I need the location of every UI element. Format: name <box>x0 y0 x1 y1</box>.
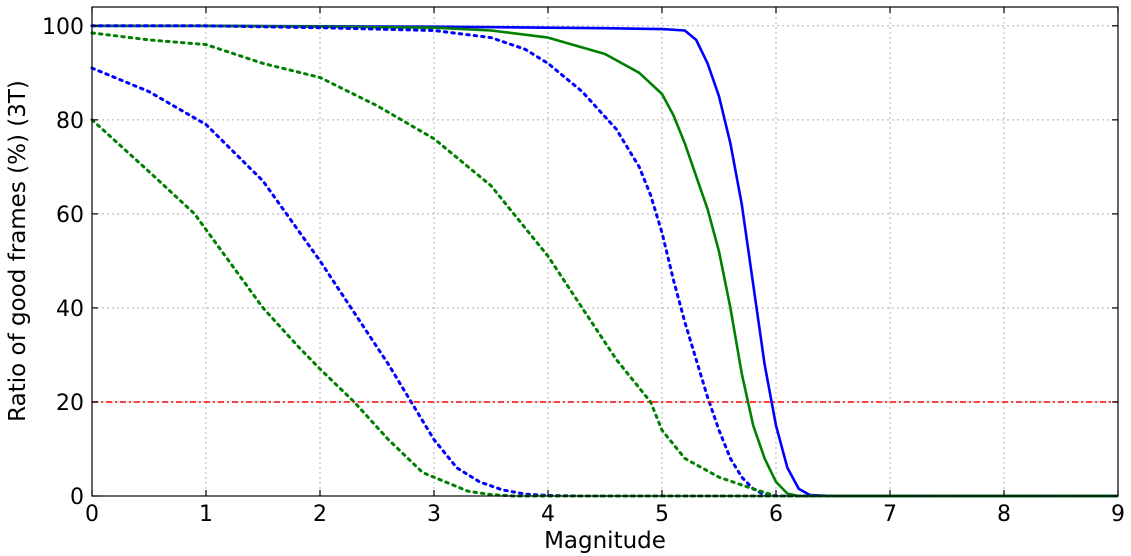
x-tick-label: 5 <box>655 502 669 527</box>
series-line-1 <box>92 24 1118 498</box>
y-tick-label: 100 <box>42 15 84 40</box>
series-layer <box>90 24 1120 498</box>
y-tick-labels: 0 20 40 60 80 100 <box>42 15 84 510</box>
series-line-0 <box>92 24 1118 498</box>
plot-frame <box>91 6 1119 497</box>
x-tick-label: 7 <box>883 502 897 527</box>
series-line-5 <box>90 118 1120 498</box>
x-tick-label: 6 <box>769 502 783 527</box>
x-tick-label: 3 <box>427 502 441 527</box>
x-tick-label: 1 <box>199 502 213 527</box>
x-tick-label: 8 <box>997 502 1011 527</box>
series-line-2 <box>90 24 1120 498</box>
x-tick-label: 4 <box>541 502 555 527</box>
x-axis-label: Magnitude <box>544 528 666 554</box>
grid <box>91 7 1119 497</box>
y-tick-label: 60 <box>56 203 84 228</box>
x-tick-labels: 0 1 2 3 4 5 6 7 8 9 <box>85 502 1125 527</box>
y-tick-label: 20 <box>56 391 84 416</box>
x-tick-label: 2 <box>313 502 327 527</box>
y-tick-label: 40 <box>56 297 84 322</box>
x-tick-label: 0 <box>85 502 99 527</box>
y-tick-label: 80 <box>56 109 84 134</box>
series-line-3 <box>90 31 1120 498</box>
y-axis-label: Ratio of good frames (%) (3T) <box>5 80 31 422</box>
x-tick-label: 9 <box>1111 502 1125 527</box>
y-tick-label: 0 <box>70 485 84 510</box>
axis-ticks <box>91 7 1119 497</box>
